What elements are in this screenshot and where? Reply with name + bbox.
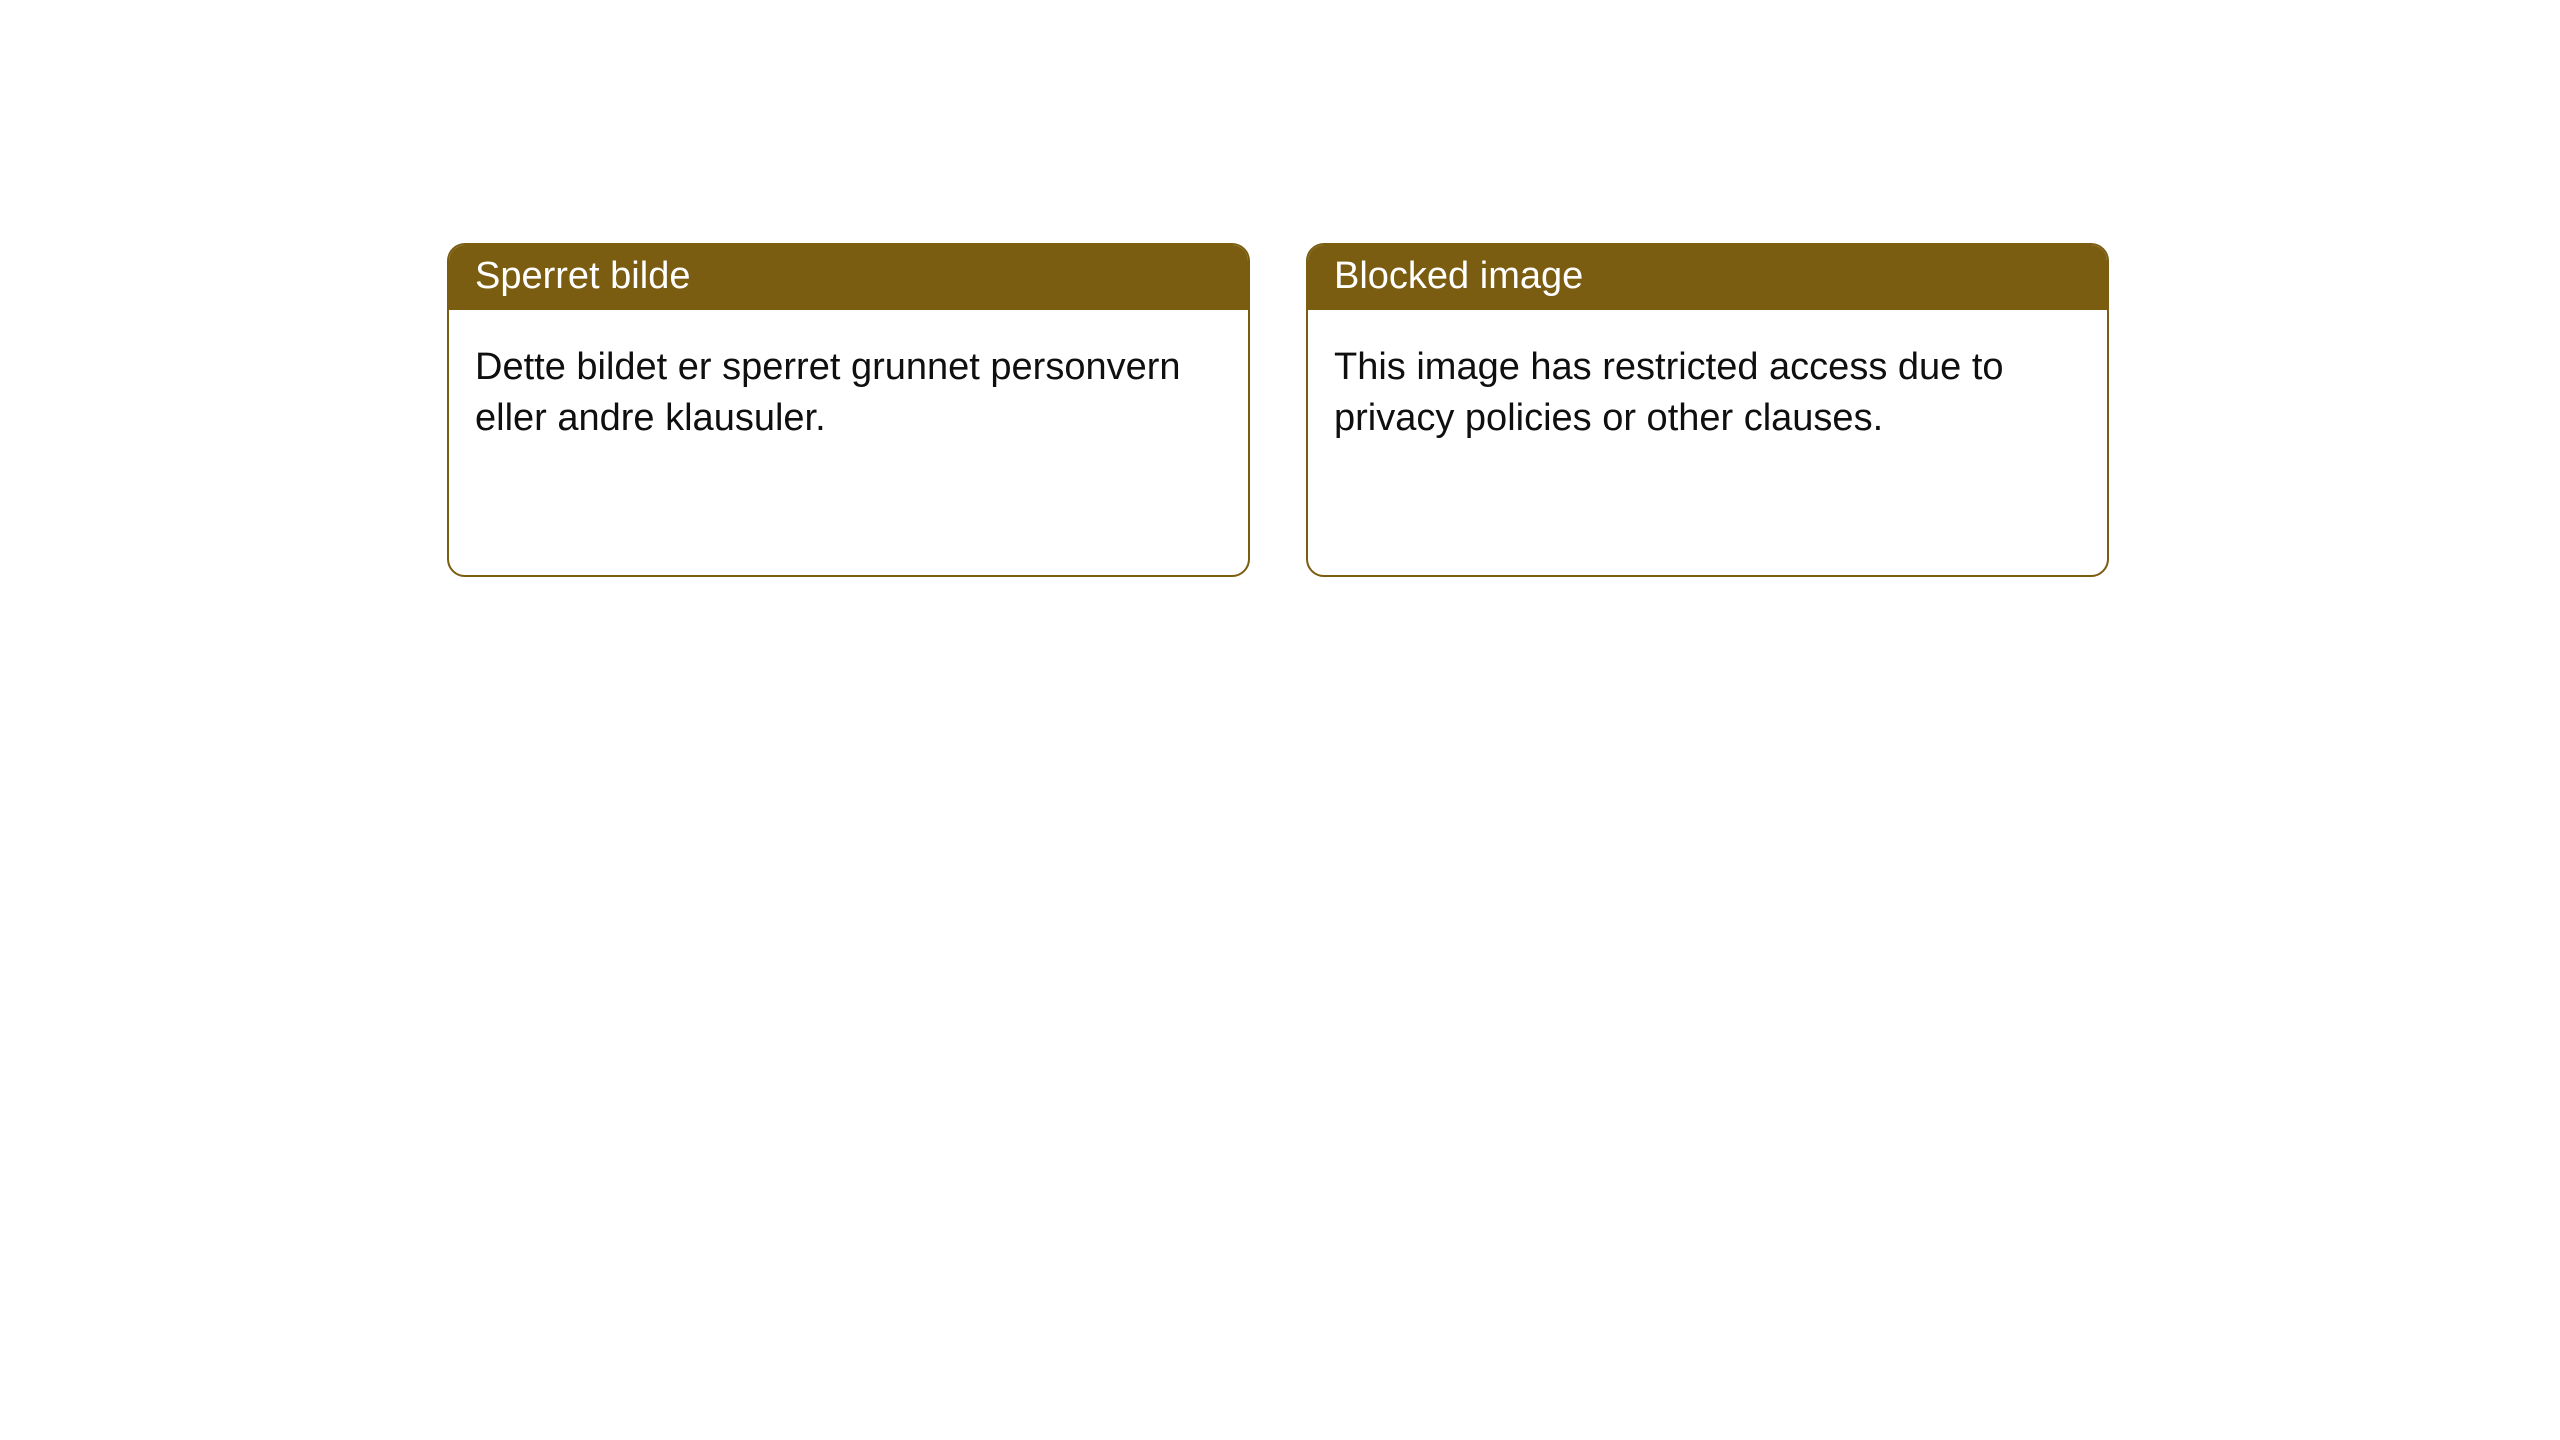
notice-card-english: Blocked image This image has restricted … [1306, 243, 2109, 577]
notice-title: Blocked image [1334, 255, 1583, 297]
notice-card-norwegian: Sperret bilde Dette bildet er sperret gr… [447, 243, 1250, 577]
notice-text: This image has restricted access due to … [1334, 346, 2004, 439]
notice-title: Sperret bilde [475, 255, 690, 297]
notice-body: Dette bildet er sperret grunnet personve… [449, 310, 1248, 477]
notice-header: Sperret bilde [449, 245, 1248, 310]
notice-text: Dette bildet er sperret grunnet personve… [475, 346, 1181, 439]
notice-body: This image has restricted access due to … [1308, 310, 2107, 477]
notice-container: Sperret bilde Dette bildet er sperret gr… [0, 0, 2560, 577]
notice-header: Blocked image [1308, 245, 2107, 310]
